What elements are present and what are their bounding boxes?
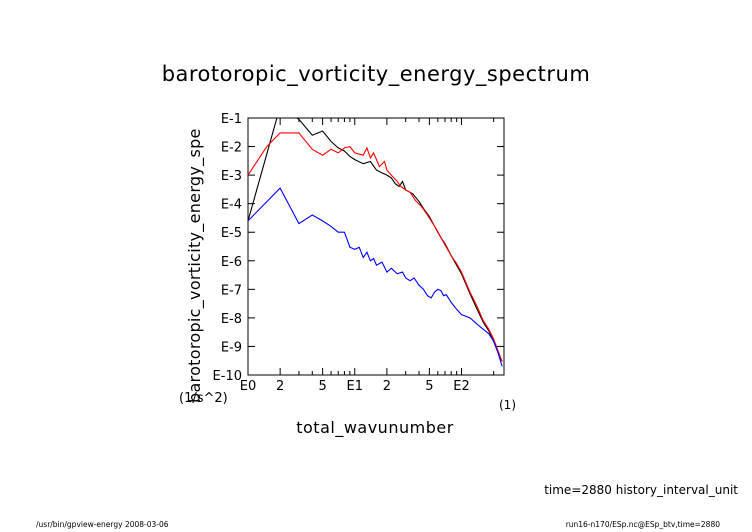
time-label: time=2880 history_interval_unit [544,483,738,497]
y-tick-label: E-2 [221,141,242,156]
y-tick-label: E-10 [213,369,242,384]
series-line-3 [248,187,503,367]
plot-frame [247,117,505,376]
x-tick-label: 2 [276,379,284,394]
x-tick-label: 2 [383,379,391,394]
y-tick-label: E-5 [221,226,242,241]
chart-title: barotoropic_vorticity_energy_spectrum [161,62,591,86]
footer-left: /usr/bin/gpview-energy 2008-03-06 [36,520,169,529]
x-axis-unit: (1) [499,398,516,412]
x-tick-label: E1 [347,379,364,394]
x-tick-label: E0 [240,379,257,394]
series-line-2 [248,132,503,362]
y-tick-label: E-4 [221,198,242,213]
footer-right: run16-n170/ESp.nc@ESp_btv,time=2880 [565,520,720,529]
y-tick-label: E-6 [221,255,242,270]
series-line-1 [248,118,503,362]
y-tick-label: E-1 [221,112,242,127]
y-tick-label: E-9 [221,340,242,355]
y-axis-unit: (1/s^2) [179,391,228,406]
x-axis-label: total_wavunumber [296,418,454,437]
y-tick-label: E-3 [221,169,242,184]
y-axis-label: barotoropic_vorticity_energy_spe [185,128,204,403]
x-tick-label: 5 [318,379,326,394]
y-tick-label: E-7 [221,283,242,298]
x-tick-label: 5 [425,379,433,394]
x-tick-label: E2 [453,379,470,394]
y-tick-label: E-8 [221,312,242,327]
